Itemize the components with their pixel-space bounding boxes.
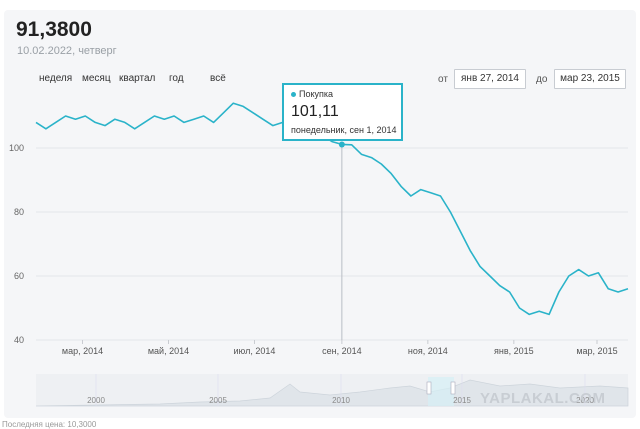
x-axis: мар, 2014 май, 2014 июл, 2014 сен, 2014 ноя,… — [62, 346, 618, 356]
x-tick-label: янв, 2015 — [494, 346, 534, 356]
period-all-button[interactable]: всё — [210, 73, 226, 84]
range-to-label: до — [536, 74, 548, 85]
watermark: YAPLAKAL.COM — [480, 390, 606, 407]
chart-card — [4, 10, 636, 418]
current-value: 91,3800 — [16, 18, 92, 41]
grid — [36, 147, 628, 344]
period-year-button[interactable]: год — [169, 73, 184, 84]
navigator-area — [35, 379, 629, 407]
y-tick-label: 40 — [14, 335, 24, 345]
tooltip-series-name: Покупка — [299, 89, 334, 99]
series-layer — [35, 102, 629, 340]
navigator[interactable]: 2000 2005 2010 2015 2020 — [35, 374, 629, 407]
current-weekday: четверг — [78, 45, 117, 57]
x-tick-label: ноя, 2014 — [408, 346, 448, 356]
period-month-button[interactable]: месяц — [82, 73, 111, 84]
y-tick-label: 100 — [9, 143, 24, 153]
tooltip-date: понедельник, сен 1, 2014 — [291, 125, 397, 135]
tooltip: Покупка 101,11 понедельник, сен 1, 2014 — [282, 83, 403, 141]
range-from-label: от — [438, 74, 448, 85]
range-from-input[interactable]: янв 27, 2014 — [454, 69, 526, 89]
tooltip-series: Покупка — [291, 89, 333, 99]
range-to-input[interactable]: мар 23, 2015 — [554, 69, 626, 89]
navigator-selection[interactable] — [428, 377, 454, 406]
tooltip-value: 101,11 — [291, 103, 339, 120]
hover-point — [338, 141, 345, 148]
x-tick-label: сен, 2014 — [322, 346, 362, 356]
x-tick-label: май, 2014 — [148, 346, 189, 356]
y-tick-label: 60 — [14, 271, 24, 281]
x-tick-label: мар, 2014 — [62, 346, 103, 356]
current-date-value: 10.02.2022 — [17, 45, 73, 57]
current-date: 10.02.2022, четверг — [17, 45, 117, 57]
navigator-right-handle[interactable] — [450, 381, 456, 395]
y-axis: 40 60 80 100 — [9, 143, 24, 345]
series-dot-icon — [291, 92, 296, 98]
rate-line — [35, 102, 629, 316]
navigator-left-handle[interactable] — [426, 381, 432, 395]
footer-text: Последняя цена: 10,3000 — [2, 420, 97, 429]
period-quarter-button[interactable]: квартал — [119, 73, 156, 84]
x-tick-label: июл, 2014 — [234, 346, 276, 356]
period-week-button[interactable]: неделя — [39, 73, 73, 84]
x-tick-label: мар, 2015 — [576, 346, 617, 356]
y-tick-label: 80 — [14, 207, 24, 217]
